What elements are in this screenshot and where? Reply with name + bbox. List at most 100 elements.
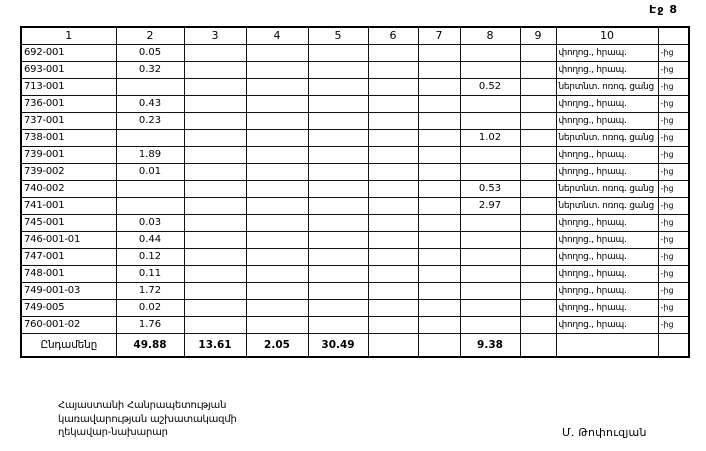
- cell-col-3: [183, 247, 247, 266]
- cell-col-4: [245, 111, 309, 130]
- column-header-3: 3: [183, 26, 247, 45]
- table-row: 737-001 0.23 փողոց., հրապ. -ից: [20, 111, 689, 130]
- cell-col-9: [519, 247, 557, 266]
- row-code-cell: 749-005: [20, 298, 117, 317]
- signature-line-3: ղեկավար-նախարար: [58, 427, 168, 438]
- cell-col-7: [417, 179, 461, 198]
- cell-col-10-note: ներտնտ. ոռոգ. ցանց: [555, 196, 659, 215]
- cell-col-9: [519, 179, 557, 198]
- cell-col-7: [417, 94, 461, 113]
- cell-col-4: [245, 128, 309, 147]
- cell-col-9: [519, 43, 557, 62]
- cell-col-6: [367, 94, 419, 113]
- column-header-5: 5: [307, 26, 369, 45]
- cell-col-6: [367, 315, 419, 334]
- cell-col-overflow: -ից: [657, 60, 689, 79]
- cell-col-overflow: -ից: [657, 264, 689, 283]
- cell-col-overflow: -ից: [657, 196, 689, 215]
- cell-col-7: [417, 298, 461, 317]
- cell-col-6: [367, 213, 419, 232]
- cell-col-5: [307, 247, 369, 266]
- cell-col-3: [183, 213, 247, 232]
- cell-col-3: 13.61: [183, 332, 247, 358]
- cell-col-2: 1.76: [115, 315, 185, 334]
- cell-col-9: [519, 264, 557, 283]
- cell-col-7: [417, 162, 461, 181]
- cell-col-3: [183, 196, 247, 215]
- cell-col-8: [459, 60, 521, 79]
- cell-col-5: [307, 43, 369, 62]
- column-header-8: 8: [459, 26, 521, 45]
- cell-col-7: [417, 60, 461, 79]
- cell-col-overflow: -ից: [657, 77, 689, 96]
- cell-col-8: [459, 43, 521, 62]
- cell-col-4: 2.05: [245, 332, 309, 358]
- signature-line-1: Հայաստանի Հանրապետության: [58, 400, 227, 411]
- cell-col-3: [183, 128, 247, 147]
- cell-col-4: [245, 60, 309, 79]
- cell-col-6: [367, 264, 419, 283]
- cell-col-4: [245, 298, 309, 317]
- cell-col-2: [115, 179, 185, 198]
- cell-col-10-note: փողոց., հրապ.: [555, 281, 659, 300]
- table-row: 747-001 0.12 փողոց., հրապ. -ից: [20, 247, 689, 266]
- column-header-1: 1: [20, 26, 117, 45]
- signature-line-2: կառավարության աշխատակազմի: [58, 413, 237, 425]
- row-code-cell: 692-001: [20, 43, 117, 62]
- cell-col-7: [417, 264, 461, 283]
- cell-col-6: [367, 145, 419, 164]
- cell-col-4: [245, 94, 309, 113]
- cell-col-10-note: փողոց., հրապ.: [555, 94, 659, 113]
- column-header-overflow: [657, 26, 689, 45]
- table-row: 748-001 0.11 փողոց., հրապ. -ից: [20, 264, 689, 283]
- page-number-label: Էջ 8: [649, 3, 678, 16]
- cell-col-3: [183, 77, 247, 96]
- table-total-row: Ընդամենը 49.88 13.61 2.05 30.49 9.38: [20, 332, 689, 358]
- cell-col-2: 0.03: [115, 213, 185, 232]
- cell-col-8: [459, 264, 521, 283]
- cell-col-overflow: -ից: [657, 145, 689, 164]
- cell-col-6: [367, 247, 419, 266]
- cell-col-4: [245, 230, 309, 249]
- cell-col-overflow: -ից: [657, 94, 689, 113]
- column-header-4: 4: [245, 26, 309, 45]
- row-code-cell: 741-001: [20, 196, 117, 215]
- cell-col-3: [183, 230, 247, 249]
- table-row: 739-002 0.01 փողոց., հրապ. -ից: [20, 162, 689, 181]
- cell-col-4: [245, 162, 309, 181]
- cell-col-6: [367, 128, 419, 147]
- cell-col-10-note: փողոց., հրապ.: [555, 43, 659, 62]
- row-code-cell: 738-001: [20, 128, 117, 147]
- row-code-cell: 760-001-02: [20, 315, 117, 334]
- cell-col-10-note: փողոց., հրապ.: [555, 230, 659, 249]
- cell-col-10-note: փողոց., հրապ.: [555, 264, 659, 283]
- cell-col-9: [519, 196, 557, 215]
- cell-col-overflow: -ից: [657, 315, 689, 334]
- cell-col-5: [307, 145, 369, 164]
- cell-col-6: [367, 60, 419, 79]
- cell-col-3: [183, 298, 247, 317]
- cell-col-3: [183, 145, 247, 164]
- cell-col-overflow: -ից: [657, 111, 689, 130]
- cell-col-4: [245, 281, 309, 300]
- cell-col-4: [245, 315, 309, 334]
- cell-col-2: 49.88: [115, 332, 185, 358]
- cell-col-8: [459, 213, 521, 232]
- cell-col-10-note: ներտնտ. ոռոգ. ցանց: [555, 77, 659, 96]
- row-code-cell: 740-002: [20, 179, 117, 198]
- cell-col-2: 0.02: [115, 298, 185, 317]
- cell-col-3: [183, 111, 247, 130]
- cell-col-8: [459, 94, 521, 113]
- cell-col-7: [417, 111, 461, 130]
- cell-col-8: [459, 230, 521, 249]
- cell-col-10-note: փողոց., հրապ.: [555, 60, 659, 79]
- table-row: 713-001 0.52 ներտնտ. ոռոգ. ցանց -ից: [20, 77, 689, 96]
- cell-col-7: [417, 77, 461, 96]
- column-header-10: 10: [555, 26, 659, 45]
- cell-col-9: [519, 332, 557, 358]
- row-code-cell: 745-001: [20, 213, 117, 232]
- cell-col-2: 0.11: [115, 264, 185, 283]
- cell-col-8: [459, 111, 521, 130]
- row-code-cell: 747-001: [20, 247, 117, 266]
- row-code-cell: 748-001: [20, 264, 117, 283]
